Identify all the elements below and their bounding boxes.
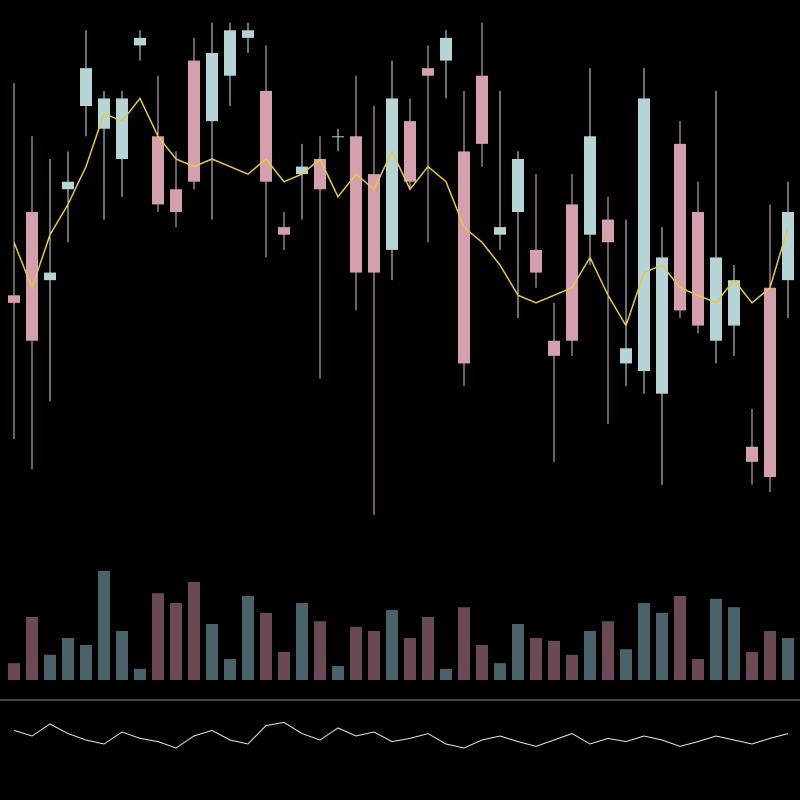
financial-chart: [0, 0, 800, 800]
